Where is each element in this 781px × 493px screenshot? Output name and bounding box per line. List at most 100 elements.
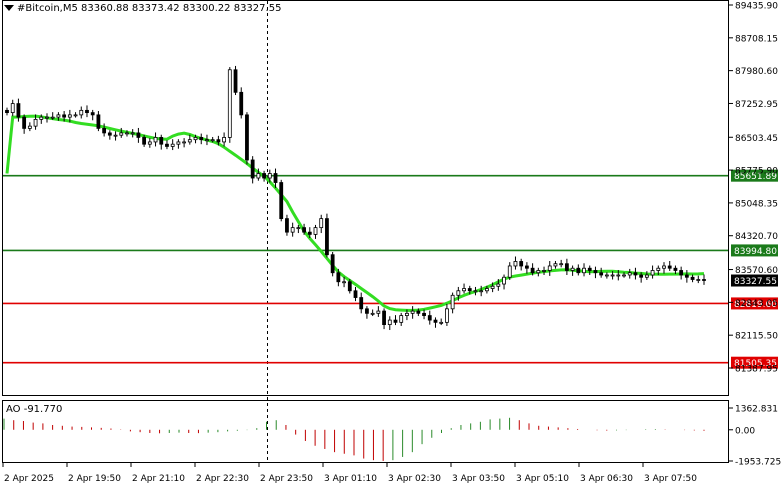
candle-body xyxy=(376,310,381,314)
ao-pane-border xyxy=(2,400,729,463)
candle-body xyxy=(45,116,49,119)
candle-body xyxy=(182,141,187,144)
candle-body xyxy=(542,270,546,272)
time-tick-label: 3 Apr 01:10 xyxy=(324,474,377,484)
candle-body xyxy=(650,270,655,276)
candle-body xyxy=(62,114,67,118)
candle-body xyxy=(285,218,289,233)
candle-body xyxy=(422,312,426,316)
candle-body xyxy=(16,103,21,118)
candle-body xyxy=(445,308,449,323)
candle-body xyxy=(330,254,335,274)
price-tick-label: 82115.50 xyxy=(735,332,778,342)
level-price-tag xyxy=(731,297,778,310)
candle-body xyxy=(410,310,415,314)
candle-body xyxy=(56,114,61,118)
candle-body xyxy=(439,321,444,324)
candle-body xyxy=(119,132,124,136)
candle-body xyxy=(256,173,261,179)
candle-body xyxy=(273,173,278,183)
candle-body xyxy=(267,173,272,179)
price-tick-label: 85775.90 xyxy=(735,167,778,177)
candle-body xyxy=(359,297,364,310)
candle-body xyxy=(262,173,266,179)
level-price-tag xyxy=(731,169,778,182)
candle-body xyxy=(644,274,649,278)
time-tick-label: 2 Apr 23:50 xyxy=(260,474,313,484)
candle-body xyxy=(553,263,558,267)
ao-tick-label: 0.00 xyxy=(735,426,755,436)
candle-body xyxy=(22,116,27,129)
candle-body xyxy=(50,116,55,119)
candle-body xyxy=(679,270,684,276)
candle-body xyxy=(245,114,249,161)
price-tick-label: 86503.45 xyxy=(735,134,778,144)
candle-body xyxy=(524,265,529,269)
candle-body xyxy=(604,274,609,277)
price-tick-label: 85048.35 xyxy=(735,199,778,209)
candle-body xyxy=(107,132,112,136)
level-price-label: 83994.80 xyxy=(734,247,777,257)
candle-body xyxy=(302,227,306,233)
candle-body xyxy=(530,267,535,274)
time-tick-label: 2 Apr 19:50 xyxy=(68,474,121,484)
candle-body xyxy=(279,182,284,220)
candle-body xyxy=(165,143,169,147)
candle-body xyxy=(73,114,78,117)
level-price-label: 82819.60 xyxy=(734,300,777,310)
candle-body xyxy=(296,227,301,230)
price-tick-label: 83570.60 xyxy=(735,266,778,276)
candle-body xyxy=(319,218,324,229)
ao-title: AO -91.770 xyxy=(6,404,63,415)
candle-body xyxy=(325,218,329,256)
candle-body xyxy=(479,290,484,293)
candle-body xyxy=(210,139,215,142)
candle-body xyxy=(307,231,312,235)
candle-body xyxy=(187,139,192,143)
candle-body xyxy=(153,137,158,143)
candle-body xyxy=(353,290,358,298)
time-tick-label: 3 Apr 07:50 xyxy=(644,474,697,484)
candle-body xyxy=(79,109,84,116)
candle-body xyxy=(547,265,552,271)
candle-body xyxy=(656,267,661,271)
candle-body xyxy=(684,274,689,278)
candle-body xyxy=(33,118,38,127)
candle-body xyxy=(85,109,89,114)
time-axis: 2 Apr 2025 2 Apr 19:50 2 Apr 21:10 2 Apr 22… xyxy=(2,462,697,484)
time-tick-label: 2 Apr 22:30 xyxy=(196,474,249,484)
current-price-label: 83327.55 xyxy=(734,277,777,287)
candle-body xyxy=(462,288,466,292)
price-tick-label: 87252.95 xyxy=(735,100,778,110)
candle-body xyxy=(125,132,129,135)
ao-tick-label: -1953.725 xyxy=(735,458,781,468)
candle-body xyxy=(519,261,524,267)
dropdown-triangle-icon[interactable] xyxy=(4,5,14,11)
candle-body xyxy=(382,310,386,326)
moving-average xyxy=(5,114,705,312)
time-tick-label: 3 Apr 03:50 xyxy=(452,474,505,484)
candle-body xyxy=(250,159,255,179)
candle-body xyxy=(507,265,512,278)
ao-histogram xyxy=(3,417,705,461)
candle-body xyxy=(130,132,135,135)
ao-axis: 1362.831 0.00 -1953.725 xyxy=(728,405,781,468)
candle-body xyxy=(456,290,461,296)
price-tick-label: 84320.70 xyxy=(735,232,778,242)
candle-body xyxy=(222,137,226,143)
candle-body xyxy=(599,272,604,276)
chart-title: #Bitcoin,M5 83360.88 83373.42 83300.22 8… xyxy=(4,3,281,14)
candle-body xyxy=(239,91,244,116)
candle-body xyxy=(513,261,518,267)
time-tick-label: 3 Apr 02:30 xyxy=(388,474,441,484)
horizontal-levels: 85651.89 83994.80 82819.60 81505.35 83327.55 xyxy=(3,169,778,369)
candle-body xyxy=(233,69,238,93)
candle-body xyxy=(485,288,489,292)
candle-body xyxy=(90,112,95,116)
candle-body xyxy=(205,139,209,142)
candle-body xyxy=(433,319,438,323)
candle-body xyxy=(690,276,695,280)
candle-body xyxy=(622,274,626,277)
